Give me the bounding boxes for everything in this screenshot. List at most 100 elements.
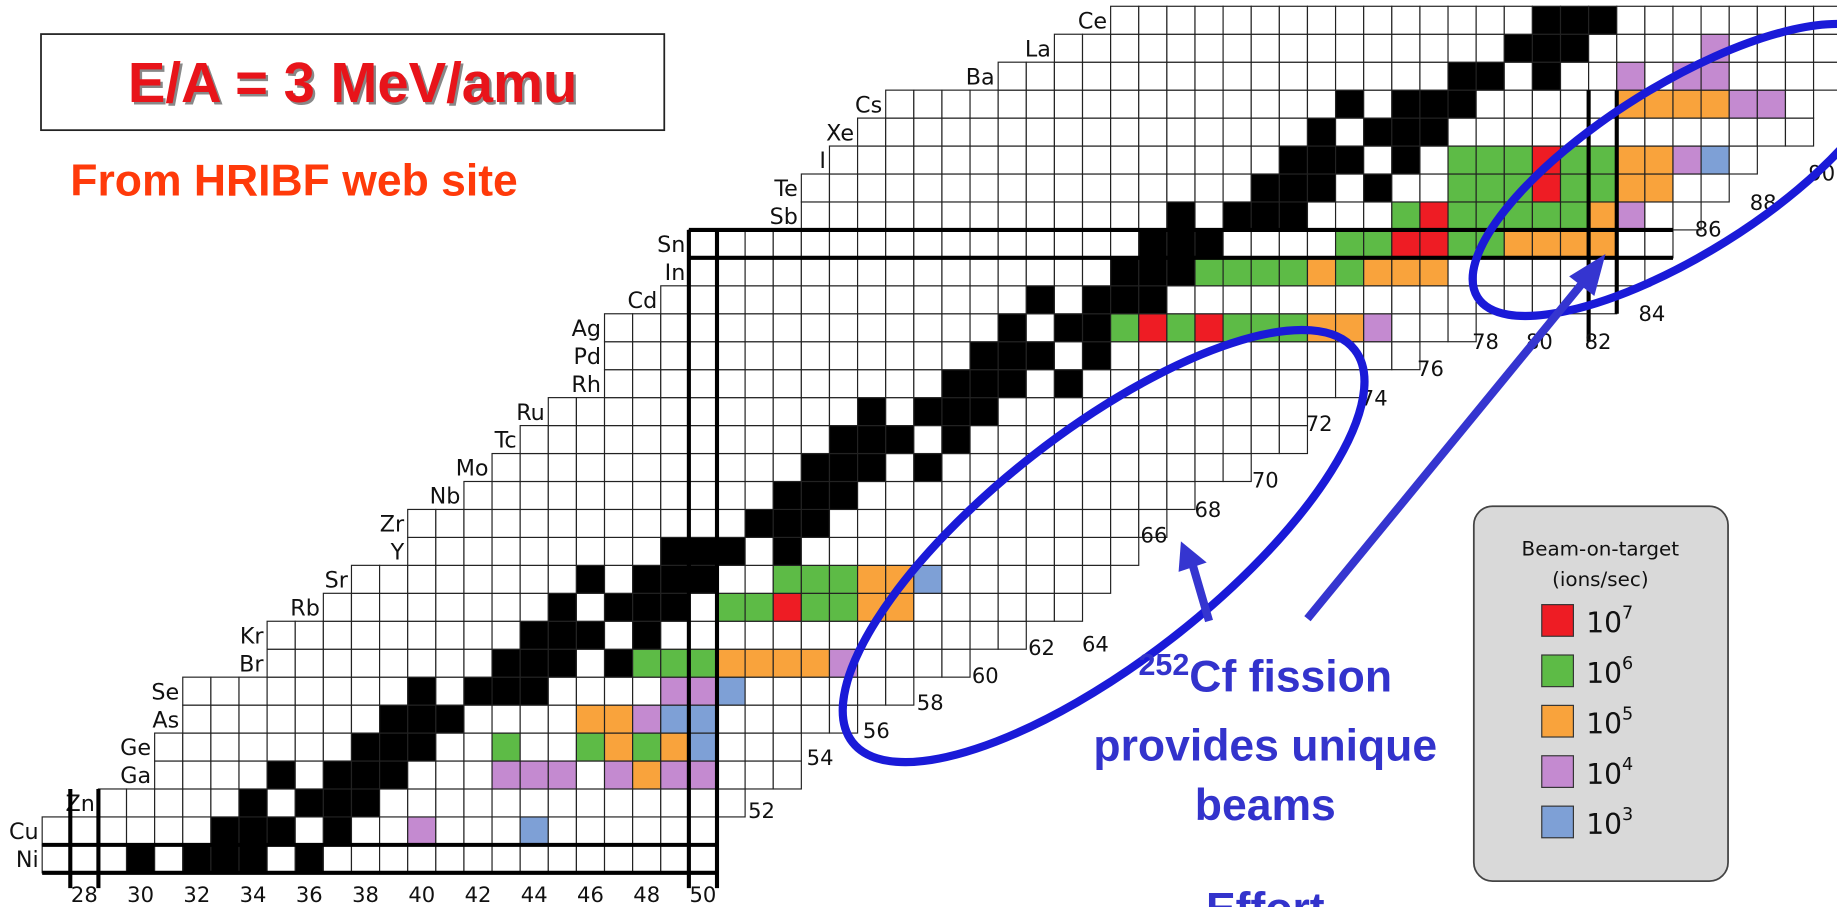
nuclide-cell bbox=[1053, 117, 1084, 147]
nuclide-cell bbox=[660, 564, 690, 594]
nuclide-cell bbox=[1110, 145, 1140, 175]
nuclide-cell bbox=[1222, 201, 1252, 231]
nuclide-cell bbox=[463, 844, 493, 874]
nuclide-cell bbox=[1110, 229, 1140, 259]
nuclide-cell bbox=[1278, 369, 1309, 399]
nuclide-cell bbox=[1081, 369, 1112, 399]
nuclide-cell bbox=[519, 676, 549, 706]
nuclide-cell bbox=[828, 173, 859, 203]
nuclide-cell bbox=[1166, 61, 1196, 91]
nuclide-cell bbox=[519, 844, 549, 874]
nuclide-cell bbox=[885, 145, 915, 175]
nuclide-cell bbox=[744, 341, 774, 371]
nuclide-cell bbox=[800, 424, 831, 455]
nuclide-cell bbox=[1081, 229, 1112, 259]
nuclide-cell bbox=[435, 844, 465, 874]
neutron-number: 78 bbox=[1472, 329, 1499, 354]
nuclide-cell bbox=[1616, 173, 1646, 203]
title-shadow: E/A = 3 MeV/amu bbox=[130, 53, 579, 116]
nuclide-cell bbox=[1334, 33, 1365, 63]
legend-base: 10 bbox=[1586, 808, 1622, 841]
nuclide-cell bbox=[856, 508, 887, 538]
nuclide-cell bbox=[1363, 117, 1393, 147]
nuclide-cell bbox=[1700, 145, 1730, 175]
nuclide-cell bbox=[407, 844, 437, 874]
arrow bbox=[1188, 563, 1213, 623]
nuclide-cell bbox=[744, 760, 774, 790]
nuclide-cell bbox=[660, 844, 690, 874]
legend-exponent: 4 bbox=[1622, 755, 1633, 775]
nuclide-cell bbox=[547, 452, 577, 483]
nuclide-cell bbox=[1138, 285, 1168, 315]
nuclide-cell bbox=[322, 620, 353, 650]
nuclide-cell bbox=[1419, 313, 1449, 343]
nuclide-cell bbox=[491, 536, 521, 566]
nuclide-cell bbox=[1447, 61, 1477, 91]
nuclide-cell bbox=[1194, 33, 1224, 63]
nuclide-cell bbox=[997, 592, 1027, 622]
nuclide-cell bbox=[407, 536, 437, 566]
nuclide-cell bbox=[1194, 117, 1224, 147]
nuclide-cell bbox=[1194, 229, 1224, 259]
neutron-number: 32 bbox=[183, 882, 210, 907]
annotation-line: beams bbox=[1195, 781, 1336, 830]
ellipse bbox=[838, 325, 1369, 767]
element-label: Ge bbox=[120, 735, 151, 761]
nuclide-cell bbox=[828, 397, 859, 427]
nuclide-cell bbox=[1644, 117, 1674, 147]
nuclide-cell bbox=[378, 592, 409, 622]
nuclide-cell bbox=[941, 145, 971, 175]
nuclide-cell bbox=[856, 285, 887, 315]
nuclide-cell bbox=[828, 536, 859, 566]
element-label: Rh bbox=[571, 372, 601, 398]
nuclide-cell bbox=[1138, 89, 1168, 119]
nuclide-cell bbox=[1363, 313, 1393, 343]
legend-base: 10 bbox=[1586, 607, 1622, 640]
nuclide-cell bbox=[519, 760, 549, 790]
nuclide-cell bbox=[744, 285, 774, 315]
nuclide-cell bbox=[632, 452, 662, 483]
nuclide-cell bbox=[1166, 229, 1196, 259]
nuclide-cell bbox=[1588, 61, 1618, 91]
nuclide-cell bbox=[1053, 452, 1084, 483]
nuclide-cell bbox=[491, 704, 521, 734]
nuclide-cell bbox=[1138, 397, 1168, 427]
nuclide-cell bbox=[1531, 117, 1562, 147]
nuclide-cell bbox=[1475, 173, 1505, 203]
nuclide-cell bbox=[969, 397, 999, 427]
nuclide-cell bbox=[800, 341, 831, 371]
nuclide-cell bbox=[491, 760, 521, 790]
nuclide-cell bbox=[1194, 285, 1224, 315]
nuclide-cell bbox=[1025, 257, 1055, 287]
nuclide-cell bbox=[210, 844, 240, 874]
nuclide-cell bbox=[660, 397, 690, 427]
nuclide-cell bbox=[1531, 5, 1562, 35]
nuclide-cell bbox=[603, 480, 634, 511]
nuclide-cell bbox=[154, 844, 184, 874]
nuclide-cell bbox=[913, 341, 943, 371]
nuclide-cell bbox=[575, 732, 606, 762]
nuclide-cell bbox=[1306, 341, 1337, 371]
nuclide-cell bbox=[632, 508, 662, 538]
nuclide-cell bbox=[1194, 369, 1224, 399]
neutron-number: 64 bbox=[1082, 631, 1109, 656]
nuclide-cell bbox=[1588, 173, 1618, 203]
neutron-number: 54 bbox=[807, 745, 834, 770]
nuclide-cell bbox=[969, 313, 999, 343]
nuclide-cell bbox=[1166, 5, 1196, 35]
nuclide-cell bbox=[1616, 5, 1646, 35]
nuclide-cell bbox=[1334, 89, 1365, 119]
nuclide-cell bbox=[772, 424, 802, 455]
nuclide-cell bbox=[828, 564, 859, 594]
nuclide-cell bbox=[941, 648, 971, 678]
nuclide-cell bbox=[435, 816, 465, 846]
legend-label: 103 bbox=[1586, 805, 1633, 841]
nuclide-cell bbox=[350, 816, 381, 846]
neutron-number: 70 bbox=[1252, 467, 1279, 492]
nuclide-cell bbox=[885, 89, 915, 119]
nuclide-cell bbox=[716, 341, 746, 371]
nuclide-cell bbox=[856, 452, 887, 483]
nuclide-cell bbox=[1053, 341, 1084, 371]
nuclide-cell bbox=[547, 536, 577, 566]
